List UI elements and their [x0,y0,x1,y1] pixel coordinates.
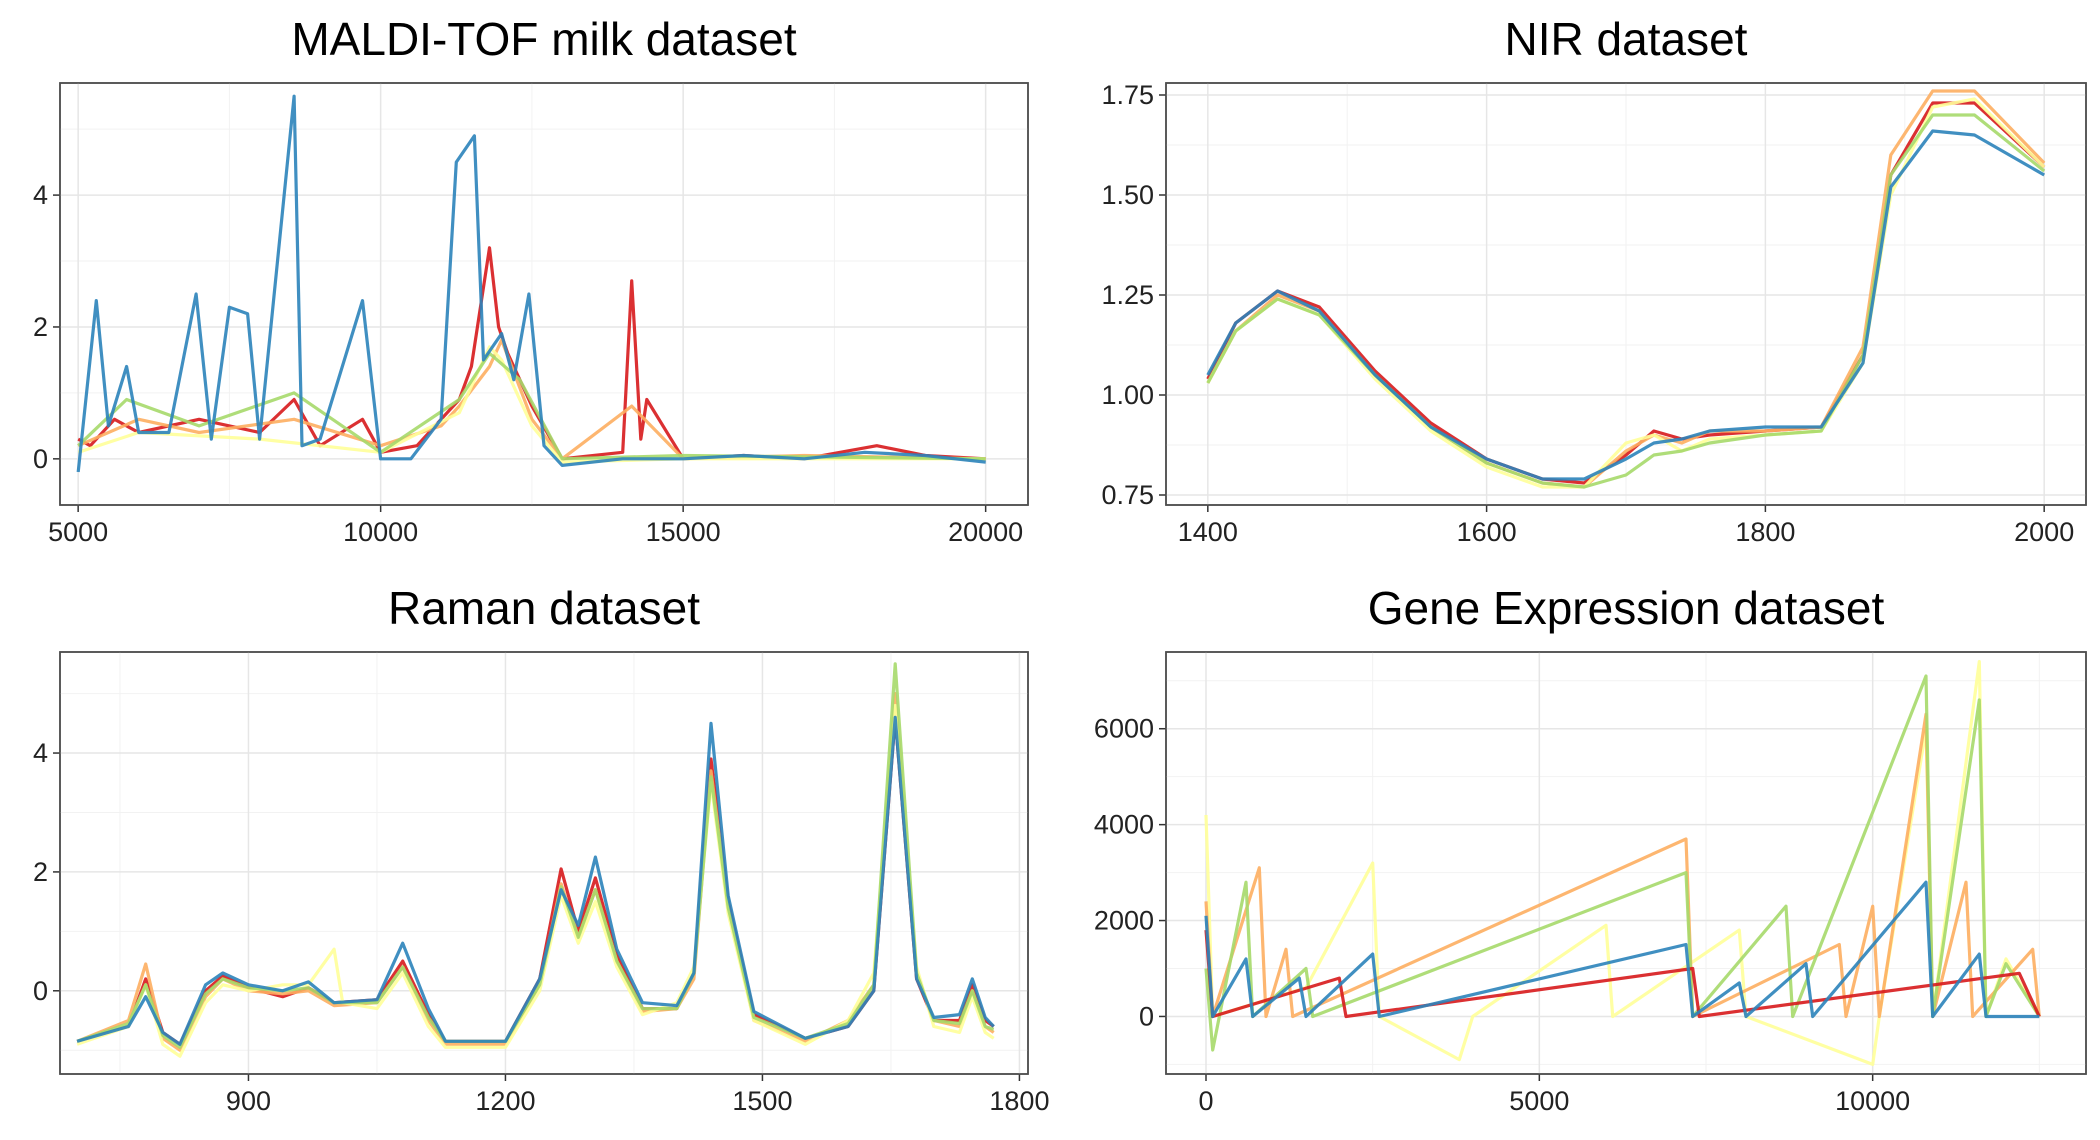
x-tick-label: 10000 [1835,1086,1910,1116]
plot-border [1165,651,2087,1075]
chart-panel-1: MALDI-TOF milk dataset 5000 10000 15000 2000… [33,13,1029,547]
x-tick-label: 0 [1198,1086,1213,1116]
y-tick-label: 0 [1139,1001,1154,1031]
y-tick-label: 0 [33,976,48,1006]
chart-title: Gene Expression dataset [1368,582,1885,634]
series-line-4 [77,351,986,461]
x-tick-label: 1600 [1457,517,1517,547]
y-tick-label: 1.25 [1101,280,1154,310]
y-tick-label: 2000 [1094,906,1154,936]
x-tick-label: 1200 [475,1086,535,1116]
series-group [76,94,986,473]
x-tick-label: 1800 [1735,517,1795,547]
plot-border [59,82,1029,506]
y-tick-label: 4 [33,738,48,768]
x-tick-label: 10000 [343,517,418,547]
series-group [1206,89,2046,489]
series-line-5 [76,94,986,473]
series-group [76,662,995,1058]
y-tick-label: 1.00 [1101,380,1154,410]
x-tick-label: 1400 [1178,517,1238,547]
series-line-3 [1204,674,2041,1052]
x-tick-label: 1800 [989,1086,1049,1116]
x-tick-label: 5000 [48,517,108,547]
y-tick-label: 6000 [1094,714,1154,744]
chart-title: Raman dataset [388,582,700,634]
x-tick-label: 20000 [948,517,1023,547]
y-tick-label: 0 [33,444,48,474]
y-tick-label: 1.50 [1101,180,1154,210]
chart-panel-4: Gene Expression dataset 0 5000 10000 0 2000 40… [1094,582,2087,1116]
plot-border [59,651,1029,1075]
chart-panel-3: Raman dataset 900 1200 1500 1800 0 2 4 [33,582,1050,1116]
x-tick-label: 5000 [1509,1086,1569,1116]
chart-title: NIR dataset [1505,13,1748,65]
series-line-4 [1206,113,2046,489]
series-line-2 [77,338,986,461]
x-tick-label: 2000 [2014,517,2074,547]
y-tick-label: 0.75 [1101,480,1154,510]
series-line-4 [76,662,995,1049]
y-tick-label: 2 [33,857,48,887]
series-line-5 [1204,880,2040,1019]
y-tick-label: 2 [33,312,48,342]
chart-title: MALDI-TOF milk dataset [291,13,796,65]
series-line-1 [1204,660,2041,1066]
y-tick-label: 1.75 [1101,80,1154,110]
series-group [1204,660,2041,1066]
chart-panel-2: NIR dataset 1400 1600 1800 2000 0.75 1.00 1.25 1… [1101,13,2087,547]
plot-border [1165,82,2087,506]
x-tick-label: 15000 [646,517,721,547]
x-tick-label: 900 [226,1086,271,1116]
y-tick-label: 4000 [1094,810,1154,840]
x-tick-label: 1500 [732,1086,792,1116]
y-tick-label: 4 [33,180,48,210]
series-line-5 [76,715,995,1046]
series-line-4 [1204,929,2041,1019]
series-line-5 [1206,129,2045,481]
